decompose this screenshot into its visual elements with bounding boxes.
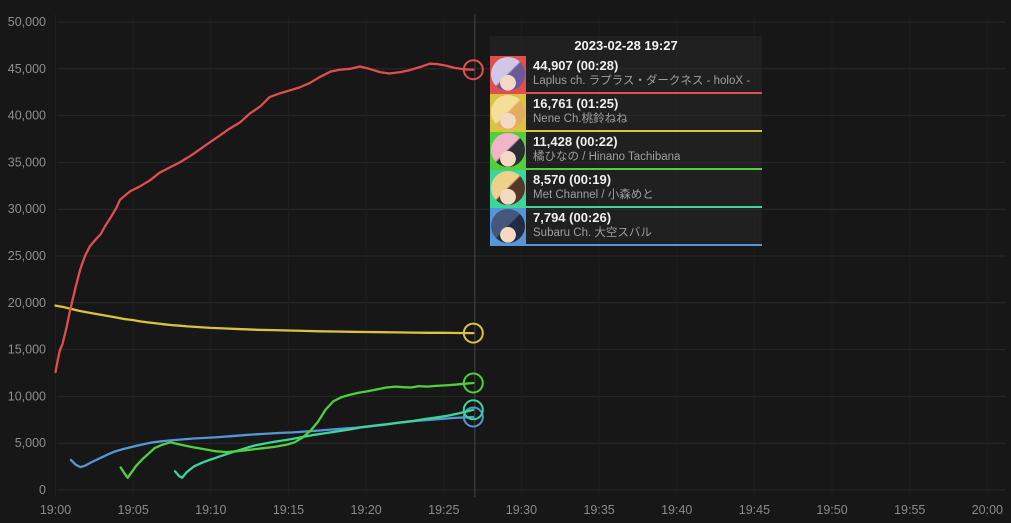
x-axis-tick-label: 19:20: [350, 503, 381, 517]
channel-name: 橘ひなの / Hinano Tachibana: [533, 151, 681, 163]
y-axis-tick-label: 35,000: [8, 155, 46, 169]
series-line-nene: [54, 304, 475, 335]
y-axis-tick-label: 30,000: [8, 202, 46, 216]
series-endpoint-marker-laplus: [462, 59, 484, 81]
viewer-count-value: 8,570 (00:19): [533, 172, 612, 187]
y-axis-tick-label: 15,000: [8, 343, 46, 357]
viewer-count-value: 16,761 (01:25): [533, 96, 619, 111]
channel-name: Met Channel / 小森めと: [533, 189, 654, 201]
tooltip-panel: 2023-02-28 19:27 44,907 (00:28) Laplus c…: [490, 36, 762, 246]
tooltip-timestamp: 2023-02-28 19:27: [574, 38, 678, 53]
channel-avatar-icon: [491, 57, 525, 91]
series-endpoint-marker-subaru: [462, 406, 484, 428]
series-line-laplus: [54, 62, 475, 374]
y-axis-tick-label: 45,000: [8, 62, 46, 76]
legend-row-laplus[interactable]: 44,907 (00:28) Laplus ch. ラプラス・ダークネス - h…: [490, 56, 762, 94]
legend-row-hinano[interactable]: 11,428 (00:22) 橘ひなの / Hinano Tachibana: [490, 132, 762, 170]
channel-name: Laplus ch. ラプラス・ダークネス - holoX -: [533, 75, 751, 87]
channel-name: Nene Ch.桃鈴ねね: [533, 113, 628, 125]
x-axis-tick-label: 20:00: [972, 503, 1003, 517]
x-axis-tick-label: 19:55: [894, 503, 925, 517]
x-axis-tick-label: 19:30: [506, 503, 537, 517]
y-axis-tick-label: 50,000: [8, 15, 46, 29]
channel-name: Subaru Ch. 大空スバル: [533, 227, 652, 239]
series-endpoint-marker-hinano: [462, 372, 484, 394]
avatar: [490, 208, 526, 244]
avatar: [490, 56, 526, 92]
viewer-count-value: 44,907 (00:28): [533, 58, 619, 73]
x-axis-tick-label: 19:40: [661, 503, 692, 517]
x-axis-tick-label: 19:10: [195, 503, 226, 517]
y-axis-tick-label: 5,000: [15, 436, 46, 450]
y-axis-tick-label: 40,000: [8, 109, 46, 123]
viewer-count-value: 11,428 (00:22): [533, 134, 618, 149]
avatar: [490, 132, 526, 168]
x-axis-tick-label: 19:50: [816, 503, 847, 517]
y-axis-tick-label: 0: [39, 483, 46, 497]
viewer-count-value: 7,794 (00:26): [533, 210, 612, 225]
legend-row-subaru[interactable]: 7,794 (00:26) Subaru Ch. 大空スバル: [490, 208, 762, 246]
x-axis-tick-label: 19:00: [40, 503, 71, 517]
y-axis-tick-label: 25,000: [8, 249, 46, 263]
x-axis-tick-label: 19:05: [118, 503, 149, 517]
x-axis-tick-label: 19:15: [273, 503, 304, 517]
series-endpoint-marker-nene: [462, 322, 484, 344]
channel-avatar-icon: [491, 171, 525, 205]
x-axis-tick-label: 19:25: [428, 503, 459, 517]
x-axis-tick-label: 19:45: [739, 503, 770, 517]
channel-avatar-icon: [491, 133, 525, 167]
series-endpoint-marker-met: [462, 399, 484, 421]
legend-row-met[interactable]: 8,570 (00:19) Met Channel / 小森めと: [490, 170, 762, 208]
channel-avatar-icon: [491, 209, 525, 243]
y-axis-tick-label: 20,000: [8, 296, 46, 310]
channel-avatar-icon: [491, 95, 525, 129]
series-line-hinano: [119, 381, 475, 479]
x-axis-tick-label: 19:35: [583, 503, 614, 517]
legend-row-nene[interactable]: 16,761 (01:25) Nene Ch.桃鈴ねね: [490, 94, 762, 132]
avatar: [490, 170, 526, 206]
avatar: [490, 94, 526, 130]
y-axis-tick-label: 10,000: [8, 389, 46, 403]
